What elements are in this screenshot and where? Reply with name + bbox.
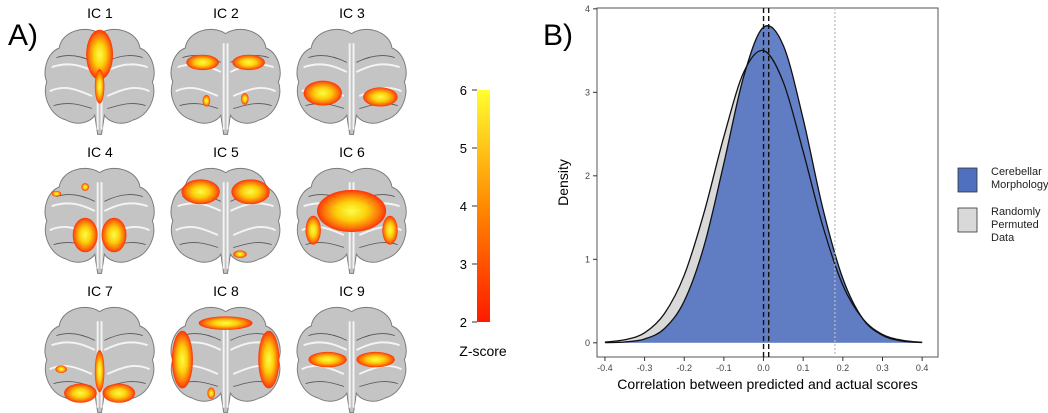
map-title: IC 9	[339, 283, 365, 299]
legend-key	[958, 168, 977, 192]
x-tick-label: -0.3	[637, 363, 653, 373]
y-tick-label: 3	[585, 87, 590, 97]
brain-map	[171, 29, 280, 134]
brain-map	[45, 168, 154, 273]
brain-map	[297, 168, 406, 273]
colorbar-tick-label: 5	[460, 141, 467, 156]
activation	[186, 55, 219, 70]
brain-maps: IC 1 IC 2 IC 3 IC 4 IC 5 IC 6 IC 7 IC 8 IC 9	[45, 5, 406, 412]
x-tick-label: 0.2	[837, 363, 850, 373]
activation	[304, 81, 342, 106]
activation	[81, 183, 89, 191]
activation	[317, 190, 386, 232]
x-tick-label: -0.2	[676, 363, 692, 373]
y-tick-label: 2	[585, 171, 590, 181]
legend-key	[958, 208, 977, 232]
activation	[241, 93, 249, 105]
map-title: IC 6	[339, 144, 365, 160]
activation	[363, 87, 398, 106]
activation	[207, 387, 215, 399]
activation	[199, 316, 253, 329]
y-tick-label: 1	[585, 254, 590, 264]
brain-map	[297, 307, 406, 412]
x-tick-label: 0.3	[876, 363, 889, 373]
activation	[356, 352, 394, 367]
activation	[64, 384, 97, 403]
x-tick-label: 0.1	[797, 363, 810, 373]
activation	[55, 365, 67, 373]
cerebellum	[171, 29, 280, 134]
map-title: IC 8	[213, 283, 239, 299]
panel-label: B)	[543, 19, 573, 52]
map-title: IC 3	[339, 5, 365, 21]
map-title: IC 7	[87, 283, 113, 299]
colorbar-tick-label: 2	[460, 315, 467, 330]
map-title: IC 5	[213, 144, 239, 160]
activation	[203, 95, 211, 107]
activation	[95, 69, 105, 104]
x-tick-label: -0.1	[716, 363, 732, 373]
activation	[382, 216, 397, 245]
x-tick-label: -0.4	[597, 363, 613, 373]
colorbar-tick-label: 3	[460, 257, 467, 272]
activation	[308, 352, 346, 367]
colorbar-tick-label: 4	[460, 199, 467, 214]
activation	[52, 191, 62, 197]
activation	[73, 218, 98, 253]
figure: A) B) IC 1IC 2IC 3IC 4IC 5IC 6IC 7IC 8IC…	[0, 0, 1048, 413]
brain-map	[45, 29, 154, 134]
cerebellum	[297, 29, 406, 134]
activation	[181, 179, 219, 204]
activation	[172, 331, 193, 389]
map-title: IC 4	[87, 144, 113, 160]
activation	[102, 384, 135, 403]
activation	[102, 218, 127, 253]
brain-map	[171, 307, 280, 412]
x-tick-label: 0.0	[757, 363, 770, 373]
colorbar-title: Z-score	[459, 343, 507, 359]
activation	[95, 350, 105, 392]
y-tick-label: 0	[585, 338, 590, 348]
colorbar-tick-label: 6	[460, 83, 467, 98]
legend-label: Cerebellar Morphology	[991, 166, 1048, 192]
x-axis-title: Correlation between predicted and actual…	[617, 376, 917, 392]
activation	[233, 250, 246, 258]
activation	[258, 331, 279, 389]
panel-label: A)	[8, 19, 38, 52]
x-tick-label: 0.4	[916, 363, 929, 373]
brain-map	[171, 168, 280, 273]
map-title: IC 1	[87, 5, 113, 21]
map-title: IC 2	[213, 5, 239, 21]
activation	[231, 179, 269, 204]
legend-label: Randomly Permuted Data	[991, 206, 1048, 245]
figure-canvas: A) B) IC 1IC 2IC 3IC 4IC 5IC 6IC 7IC 8IC…	[0, 0, 1048, 413]
brain-map	[45, 307, 154, 412]
y-axis-title: Density	[555, 159, 571, 206]
cerebellum	[45, 168, 154, 273]
y-tick-label: 4	[585, 4, 590, 14]
brain-map	[297, 29, 406, 134]
activation	[306, 216, 321, 245]
activation	[232, 55, 265, 70]
colorbar	[477, 90, 490, 322]
